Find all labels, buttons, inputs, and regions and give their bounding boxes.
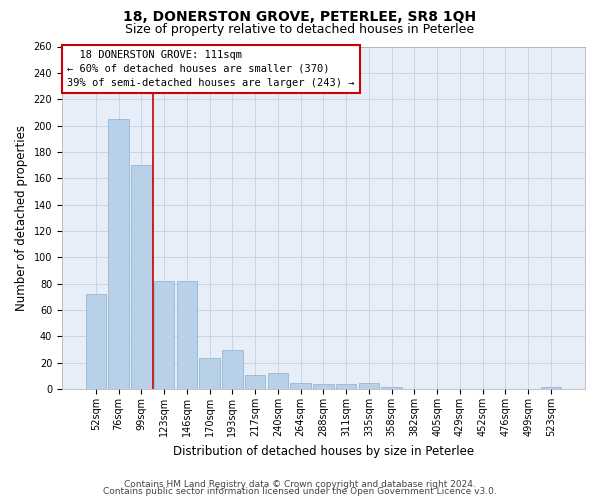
Bar — [359, 382, 379, 389]
Text: Contains HM Land Registry data © Crown copyright and database right 2024.: Contains HM Land Registry data © Crown c… — [124, 480, 476, 489]
Bar — [176, 281, 197, 389]
Text: Size of property relative to detached houses in Peterlee: Size of property relative to detached ho… — [125, 22, 475, 36]
Bar — [245, 374, 265, 389]
X-axis label: Distribution of detached houses by size in Peterlee: Distribution of detached houses by size … — [173, 444, 474, 458]
Text: 18 DONERSTON GROVE: 111sqm
← 60% of detached houses are smaller (370)
39% of sem: 18 DONERSTON GROVE: 111sqm ← 60% of deta… — [67, 50, 355, 88]
Bar — [109, 119, 129, 389]
Text: 18, DONERSTON GROVE, PETERLEE, SR8 1QH: 18, DONERSTON GROVE, PETERLEE, SR8 1QH — [124, 10, 476, 24]
Y-axis label: Number of detached properties: Number of detached properties — [15, 125, 28, 311]
Bar — [336, 384, 356, 389]
Bar — [313, 384, 334, 389]
Bar — [382, 386, 402, 389]
Bar — [541, 386, 561, 389]
Bar — [290, 382, 311, 389]
Bar — [222, 350, 242, 389]
Bar — [131, 165, 152, 389]
Bar — [199, 358, 220, 389]
Bar — [154, 281, 175, 389]
Text: Contains public sector information licensed under the Open Government Licence v3: Contains public sector information licen… — [103, 487, 497, 496]
Bar — [268, 374, 288, 389]
Bar — [86, 294, 106, 389]
